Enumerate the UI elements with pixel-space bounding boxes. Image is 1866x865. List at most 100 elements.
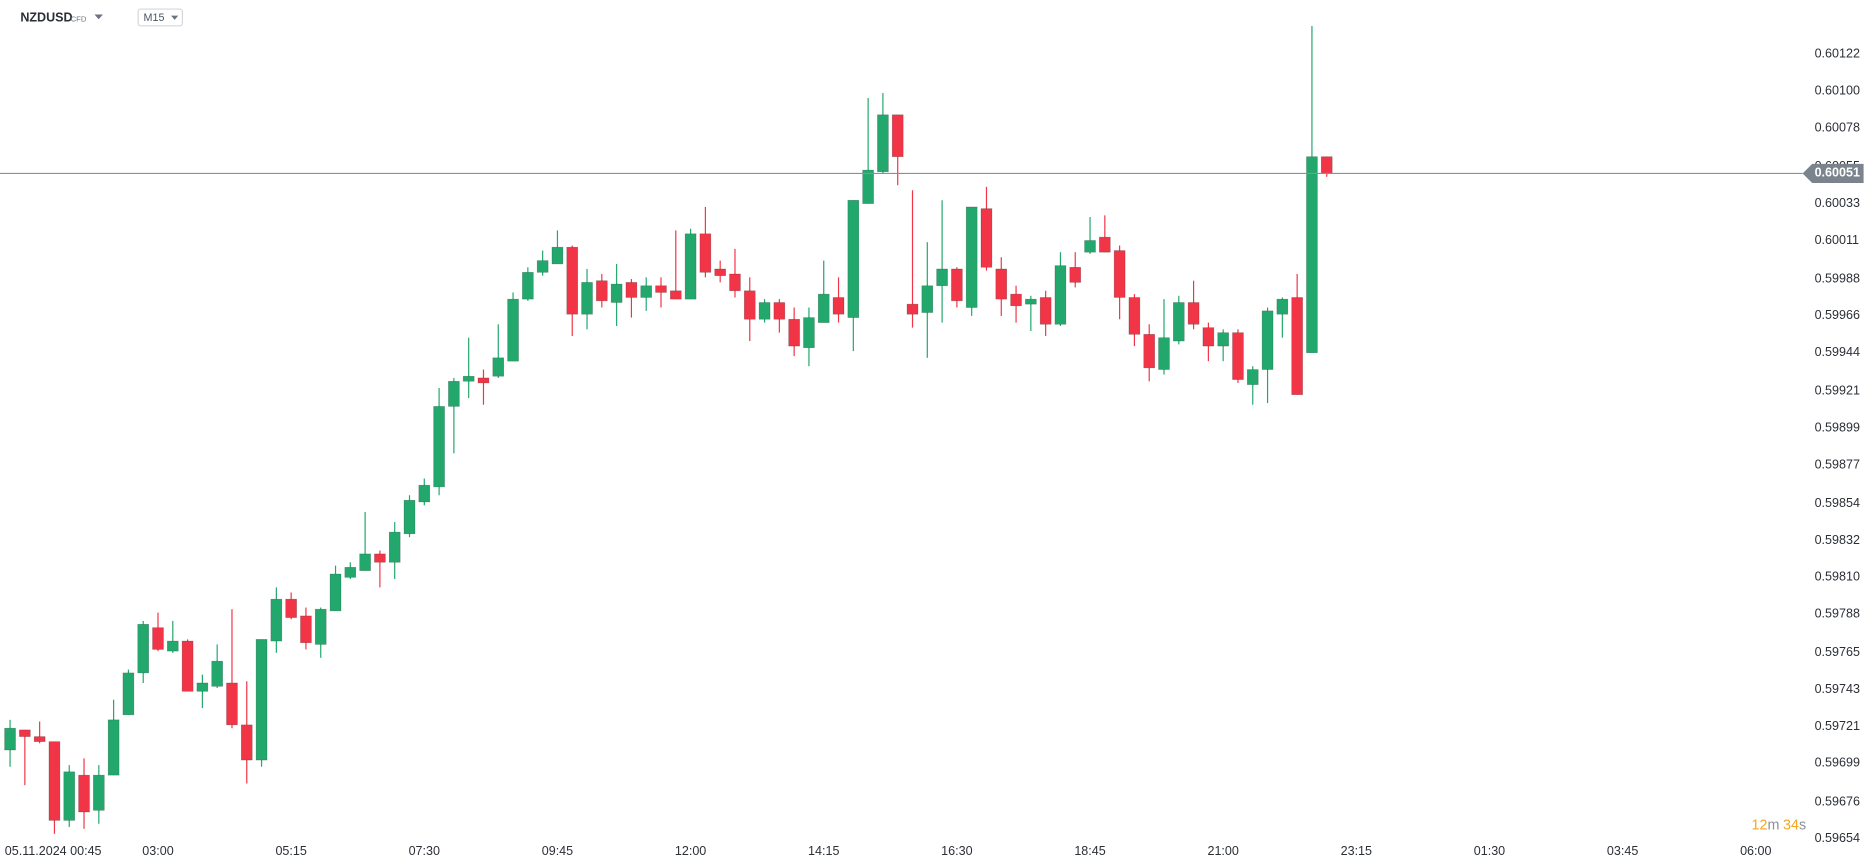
candle-body [832, 297, 845, 315]
candle-body [1187, 302, 1200, 325]
candle [1246, 366, 1259, 405]
candle [980, 186, 993, 271]
candle [167, 620, 179, 653]
candle [906, 190, 919, 328]
candle-body [181, 640, 194, 692]
candle-body [1291, 297, 1303, 395]
candle [507, 292, 519, 362]
candle [1039, 290, 1052, 337]
candle-body [1084, 240, 1096, 253]
candle-body [596, 280, 608, 302]
candle [862, 98, 874, 204]
instrument-type: CFD [71, 14, 87, 23]
x-tick-label: 21:00 [1207, 844, 1238, 858]
y-tick-label: 0.59944 [1815, 345, 1860, 359]
x-tick-label: 03:45 [1607, 844, 1638, 858]
y-tick-label: 0.59654 [1815, 831, 1860, 845]
x-tick-label: 03:00 [142, 844, 173, 858]
candle-body [995, 268, 1008, 300]
candle [729, 248, 741, 298]
candle-body [240, 724, 253, 761]
candle-body [1128, 297, 1141, 335]
candle [551, 230, 564, 265]
candle [832, 277, 845, 323]
candle-body [300, 615, 312, 644]
candle-body [433, 406, 445, 488]
candle [921, 242, 934, 358]
candle [122, 669, 135, 716]
y-tick-label: 0.60011 [1815, 233, 1859, 247]
timeframe-dropdown[interactable] [171, 15, 179, 20]
candle-body [1054, 265, 1067, 325]
timeframe-box[interactable] [137, 8, 184, 27]
candle-body [655, 285, 667, 293]
candle [137, 620, 149, 683]
candle-body [329, 573, 342, 612]
candle-body [670, 290, 682, 300]
candle-body [1246, 369, 1259, 385]
candle-body [1069, 266, 1082, 283]
candle [1217, 329, 1229, 362]
timeframe[interactable]: M15 [144, 12, 165, 24]
candle-body [226, 682, 238, 726]
y-tick-label: 0.59721 [1815, 719, 1860, 733]
y-tick-label: 0.59854 [1815, 496, 1860, 510]
candle [995, 257, 1008, 316]
y-tick-label: 0.60033 [1815, 196, 1860, 210]
y-tick-label: 0.59810 [1815, 570, 1860, 584]
candle [1276, 297, 1289, 338]
candle-body [1276, 298, 1289, 315]
candle-body [314, 608, 327, 645]
candle-body [4, 727, 16, 751]
candle-body [773, 302, 786, 320]
candle-body [359, 553, 371, 571]
candle [1232, 329, 1244, 383]
candle-body [965, 206, 978, 308]
candle-body [403, 499, 416, 535]
candle [477, 369, 490, 405]
candle [240, 681, 253, 784]
y-tick-label: 0.59988 [1815, 271, 1860, 285]
candle [329, 565, 342, 612]
candle-body [507, 298, 519, 362]
x-tick-label: 14:15 [808, 844, 839, 858]
candle-body [729, 273, 741, 292]
candle-body [1143, 334, 1155, 369]
candle-body [921, 285, 934, 313]
candle [965, 206, 978, 316]
candle [951, 267, 963, 308]
candle-body [448, 380, 460, 407]
candle [374, 550, 386, 588]
candle [1128, 294, 1141, 347]
candle [655, 277, 667, 308]
candle [1084, 217, 1096, 254]
candle [152, 612, 164, 652]
candle-body [167, 640, 179, 652]
candle [196, 674, 209, 709]
symbol[interactable]: NZDUSD [20, 10, 72, 24]
candle [670, 230, 682, 300]
candle-body [1232, 332, 1244, 380]
candle-body [817, 293, 830, 323]
candle [1187, 280, 1200, 330]
x-tick-label: 07:30 [409, 844, 440, 858]
candle [33, 721, 46, 744]
candle-body [1202, 327, 1215, 347]
candle-body [699, 233, 712, 273]
candle-body [48, 741, 61, 821]
candle-body [418, 484, 431, 503]
candle [433, 387, 445, 496]
x-tick-label: 12:00 [675, 844, 706, 858]
candle [773, 299, 786, 333]
y-tick-label: 0.60122 [1815, 47, 1860, 61]
candle [581, 268, 593, 330]
candle-body [551, 246, 564, 265]
symbol-dropdown[interactable] [94, 14, 103, 20]
current-price-tag [1802, 163, 1864, 184]
candle-body [1320, 156, 1333, 174]
y-tick-label: 0.59743 [1815, 682, 1860, 696]
candle-body [1261, 310, 1274, 370]
candle-body [122, 672, 135, 716]
y-tick-label: 0.60100 [1815, 84, 1860, 98]
candle-body [847, 199, 860, 318]
